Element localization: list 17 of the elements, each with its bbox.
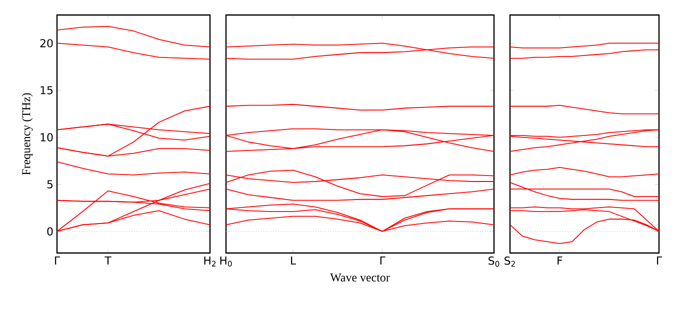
x-tick-label: Γ [657,256,662,265]
y-axis-title: Frequency (THz) [22,93,33,175]
x-tick-label: H$_{2}$ [204,256,216,266]
x-tick-label: Γ [55,256,60,265]
x-tick-label: T [104,256,112,265]
x-tick-label: H$_{0}$ [220,256,232,267]
x-tick-label: F [558,256,562,265]
x-tick-label: S$_{0}$ [488,256,500,267]
y-tick-label: 20 [40,39,53,48]
y-tick-label: 0 [47,227,53,236]
y-tick-label: 15 [40,86,53,94]
x-tick-label: S$_{2}$ [504,256,515,267]
y-tick-label: 10 [40,133,53,142]
y-tick-label: 5 [47,180,53,188]
x-axis-title: Wave vector [330,274,390,282]
x-tick-label: Γ [380,256,386,265]
x-tick-label: L [291,256,296,265]
